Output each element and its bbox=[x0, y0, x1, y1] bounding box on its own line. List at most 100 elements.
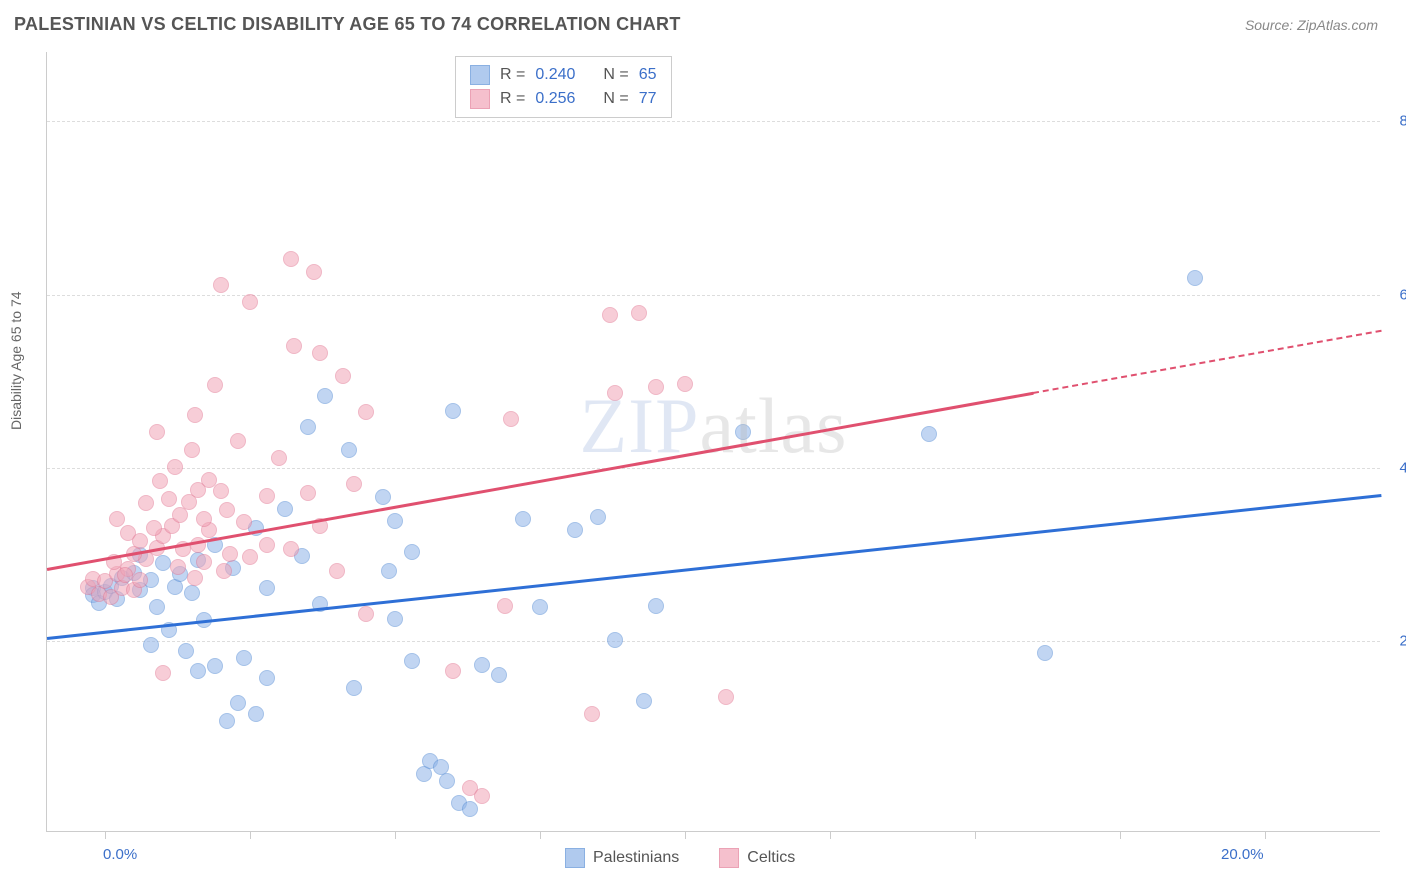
data-point bbox=[283, 251, 299, 267]
data-point bbox=[503, 411, 519, 427]
data-point bbox=[155, 665, 171, 681]
data-point bbox=[474, 657, 490, 673]
x-tick bbox=[830, 831, 831, 839]
x-tick-label: 0.0% bbox=[103, 846, 137, 863]
n-value-celtics: 77 bbox=[639, 90, 657, 108]
data-point bbox=[1037, 645, 1053, 661]
x-tick bbox=[105, 831, 106, 839]
data-point bbox=[590, 509, 606, 525]
data-point bbox=[387, 513, 403, 529]
gridline bbox=[47, 468, 1380, 469]
x-tick bbox=[250, 831, 251, 839]
chart-plot-area: ZIPatlas 20.0%40.0%60.0%80.0%0.0%20.0% bbox=[46, 52, 1380, 832]
data-point bbox=[329, 563, 345, 579]
legend-row-palestinians: R = 0.240 N = 65 bbox=[470, 63, 657, 87]
data-point bbox=[346, 680, 362, 696]
legend-label: Celtics bbox=[747, 849, 795, 867]
data-point bbox=[277, 501, 293, 517]
y-tick-label: 20.0% bbox=[1399, 633, 1406, 650]
data-point bbox=[335, 368, 351, 384]
swatch-icon bbox=[719, 848, 739, 868]
data-point bbox=[358, 404, 374, 420]
data-point bbox=[306, 264, 322, 280]
data-point bbox=[184, 585, 200, 601]
data-point bbox=[236, 650, 252, 666]
gridline bbox=[47, 121, 1380, 122]
data-point bbox=[631, 305, 647, 321]
data-point bbox=[248, 706, 264, 722]
data-point bbox=[216, 563, 232, 579]
data-point bbox=[607, 632, 623, 648]
y-tick-label: 60.0% bbox=[1399, 286, 1406, 303]
data-point bbox=[636, 693, 652, 709]
data-point bbox=[648, 379, 664, 395]
data-point bbox=[149, 424, 165, 440]
data-point bbox=[286, 338, 302, 354]
data-point bbox=[346, 476, 362, 492]
data-point bbox=[109, 511, 125, 527]
data-point bbox=[648, 598, 664, 614]
data-point bbox=[178, 643, 194, 659]
data-point bbox=[152, 473, 168, 489]
data-point bbox=[207, 658, 223, 674]
data-point bbox=[312, 345, 328, 361]
data-point bbox=[735, 424, 751, 440]
data-point bbox=[155, 555, 171, 571]
x-tick bbox=[1120, 831, 1121, 839]
n-value-palestinians: 65 bbox=[639, 66, 657, 84]
data-point bbox=[242, 294, 258, 310]
data-point bbox=[259, 580, 275, 596]
data-point bbox=[462, 801, 478, 817]
data-point bbox=[439, 773, 455, 789]
data-point bbox=[607, 385, 623, 401]
legend-row-celtics: R = 0.256 N = 77 bbox=[470, 87, 657, 111]
r-value-celtics: 0.256 bbox=[535, 90, 575, 108]
data-point bbox=[230, 433, 246, 449]
data-point bbox=[718, 689, 734, 705]
legend-series: Palestinians Celtics bbox=[565, 848, 795, 868]
swatch-celtics bbox=[470, 89, 490, 109]
data-point bbox=[190, 663, 206, 679]
data-point bbox=[259, 488, 275, 504]
data-point bbox=[219, 713, 235, 729]
data-point bbox=[341, 442, 357, 458]
data-point bbox=[317, 388, 333, 404]
data-point bbox=[117, 567, 133, 583]
swatch-icon bbox=[565, 848, 585, 868]
data-point bbox=[584, 706, 600, 722]
data-point bbox=[283, 541, 299, 557]
data-point bbox=[445, 663, 461, 679]
data-point bbox=[187, 570, 203, 586]
y-tick-label: 80.0% bbox=[1399, 113, 1406, 130]
data-point bbox=[132, 533, 148, 549]
x-tick bbox=[975, 831, 976, 839]
data-point bbox=[187, 407, 203, 423]
data-point bbox=[404, 544, 420, 560]
data-point bbox=[143, 637, 159, 653]
data-point bbox=[491, 667, 507, 683]
data-point bbox=[474, 788, 490, 804]
data-point bbox=[213, 483, 229, 499]
y-tick-label: 40.0% bbox=[1399, 460, 1406, 477]
data-point bbox=[236, 514, 252, 530]
data-point bbox=[358, 606, 374, 622]
x-tick bbox=[395, 831, 396, 839]
r-value-palestinians: 0.240 bbox=[535, 66, 575, 84]
gridline bbox=[47, 641, 1380, 642]
chart-title: PALESTINIAN VS CELTIC DISABILITY AGE 65 … bbox=[14, 14, 681, 35]
legend-item-celtics: Celtics bbox=[719, 848, 795, 868]
swatch-palestinians bbox=[470, 65, 490, 85]
data-point bbox=[146, 520, 162, 536]
data-point bbox=[1187, 270, 1203, 286]
data-point bbox=[921, 426, 937, 442]
data-point bbox=[213, 277, 229, 293]
data-point bbox=[219, 502, 235, 518]
data-point bbox=[677, 376, 693, 392]
data-point bbox=[404, 653, 420, 669]
data-point bbox=[242, 549, 258, 565]
data-point bbox=[387, 611, 403, 627]
data-point bbox=[161, 491, 177, 507]
data-point bbox=[149, 599, 165, 615]
data-point bbox=[132, 572, 148, 588]
trend-line bbox=[1033, 329, 1381, 393]
